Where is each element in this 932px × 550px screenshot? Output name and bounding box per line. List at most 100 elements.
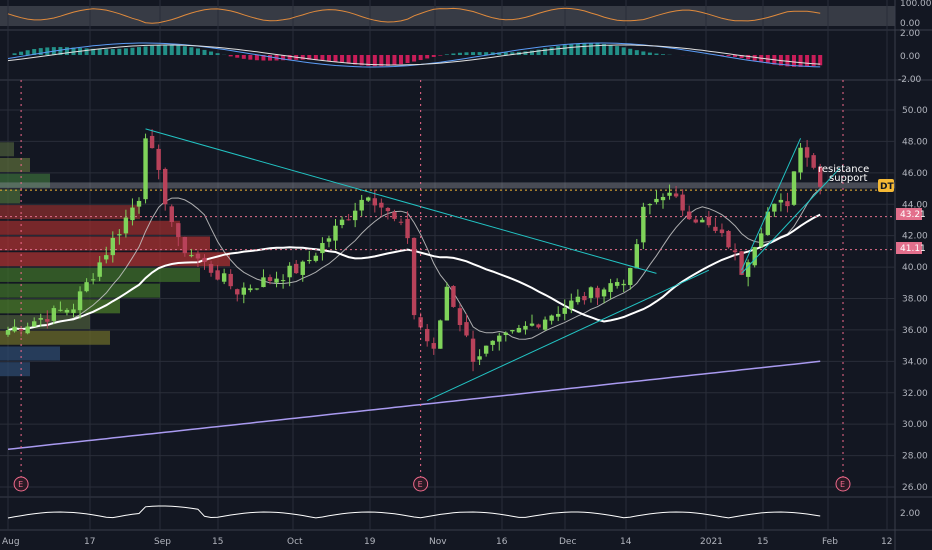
rsi-axis-bottom: 0.00 — [900, 19, 920, 29]
volume-profile-bar — [0, 330, 110, 345]
candle-body — [811, 155, 816, 168]
time-axis[interactable]: Aug 17 Sep 15 Oct 19 Nov 16 Dec 14 2021 15 Feb 12 — [2, 537, 892, 547]
candle-body — [51, 308, 57, 321]
ticker-badge: DT — [880, 182, 894, 192]
price-tick-label: 44.00 — [902, 200, 928, 210]
macd-histogram-bar — [431, 55, 436, 57]
macd-axis-bottom: -2.00 — [898, 75, 922, 85]
trendlines — [145, 128, 841, 402]
macd-histogram-bar — [510, 52, 515, 55]
volume-profile-bar — [0, 189, 20, 204]
volume-profile-bar — [0, 205, 140, 220]
candle-body — [182, 236, 188, 254]
macd-histogram-bar — [385, 55, 390, 66]
macd-histogram-bar — [254, 55, 259, 61]
macd-histogram-bar — [582, 43, 587, 55]
candle-body — [804, 147, 810, 158]
macd-indicator — [7, 42, 823, 68]
macd-histogram-bar — [91, 48, 96, 55]
earnings-marker — [13, 476, 29, 492]
macd-histogram-bar — [798, 55, 803, 67]
volume-profile-bar — [0, 236, 210, 251]
sr-zone — [0, 182, 895, 189]
candle-body — [254, 288, 260, 290]
macd-histogram-bar — [123, 48, 128, 55]
candle-body — [123, 217, 129, 234]
macd-histogram-bar — [719, 55, 724, 56]
time-tick-label: 17 — [84, 537, 95, 547]
time-tick-label: 14 — [620, 537, 632, 547]
volume-profile-bar — [0, 142, 14, 157]
macd-histogram-bar — [248, 55, 253, 60]
macd-histogram-bar — [412, 55, 417, 62]
macd-histogram-bar — [654, 53, 659, 55]
volume-profile-bar — [0, 252, 230, 267]
macd-axis-mid: 0.00 — [900, 52, 920, 62]
macd-histogram-bar — [150, 45, 155, 55]
macd-histogram-bar — [163, 45, 168, 55]
macd-histogram-bar — [608, 44, 613, 55]
level-label: 41.11 — [900, 244, 926, 254]
time-tick-label: 16 — [496, 537, 508, 547]
candle-body — [660, 196, 666, 201]
candle-body — [326, 238, 332, 242]
macd-histogram-bar — [425, 55, 430, 59]
candle-body — [739, 251, 744, 275]
macd-histogram-bar — [661, 54, 665, 55]
candle-body — [569, 300, 574, 309]
price-axis[interactable]: 50.00 48.00 46.00 44.00 42.00 40.00 38.00 36.00… — [902, 106, 928, 493]
candle-body — [90, 279, 96, 281]
candle-body — [84, 282, 89, 292]
macd-histogram-bar — [477, 52, 482, 55]
macd-histogram-bar — [189, 47, 194, 55]
macd-histogram-bar — [471, 52, 476, 55]
macd-histogram-bar — [195, 48, 200, 55]
ma-fast-line — [7, 188, 821, 340]
macd-histogram-bar — [726, 55, 731, 57]
time-tick-label: Dec — [559, 537, 576, 547]
candle-body — [614, 282, 620, 286]
macd-histogram-bar — [543, 48, 548, 55]
macd-histogram-bar — [58, 47, 63, 55]
candle-body — [352, 210, 358, 221]
earnings-marker — [413, 476, 429, 492]
macd-histogram-bar — [353, 55, 358, 65]
macd-histogram-bar — [595, 43, 600, 55]
macd-histogram-bar — [228, 55, 233, 57]
macd-histogram-bar — [313, 55, 318, 60]
candle-body — [765, 211, 770, 235]
macd-histogram-bar — [143, 46, 148, 55]
candle-body — [136, 200, 142, 207]
macd-histogram-bar — [418, 55, 423, 61]
macd-histogram-bar — [615, 46, 620, 55]
candle-body — [791, 171, 797, 205]
time-tick-label: 19 — [364, 537, 376, 547]
macd-histogram-bar — [268, 55, 272, 61]
macd-histogram-bar — [811, 55, 816, 67]
candle-body — [778, 199, 784, 203]
candle-body — [759, 233, 764, 247]
candle-body — [785, 201, 790, 207]
candle-body — [313, 255, 319, 261]
candle-body — [366, 197, 371, 201]
macd-histogram-bar — [281, 55, 286, 61]
macd-histogram-bar — [287, 55, 292, 61]
macd-histogram-bar — [536, 49, 541, 55]
volume-indicator — [7, 505, 821, 519]
candle-body — [497, 335, 502, 342]
trendline — [741, 167, 841, 274]
macd-histogram-bar — [45, 47, 50, 55]
candle-body — [575, 296, 581, 303]
candle-body — [542, 319, 548, 330]
trendline — [741, 138, 802, 271]
macd-histogram-bar — [169, 45, 174, 55]
macd-histogram-bar — [346, 55, 351, 64]
macd-histogram-bar — [457, 52, 462, 55]
candle-body — [208, 264, 214, 273]
candle-body — [77, 291, 83, 311]
price-tick-label: 48.00 — [902, 137, 928, 147]
volume-line — [7, 505, 821, 519]
candle-body — [726, 230, 731, 248]
candle-body — [307, 259, 312, 262]
